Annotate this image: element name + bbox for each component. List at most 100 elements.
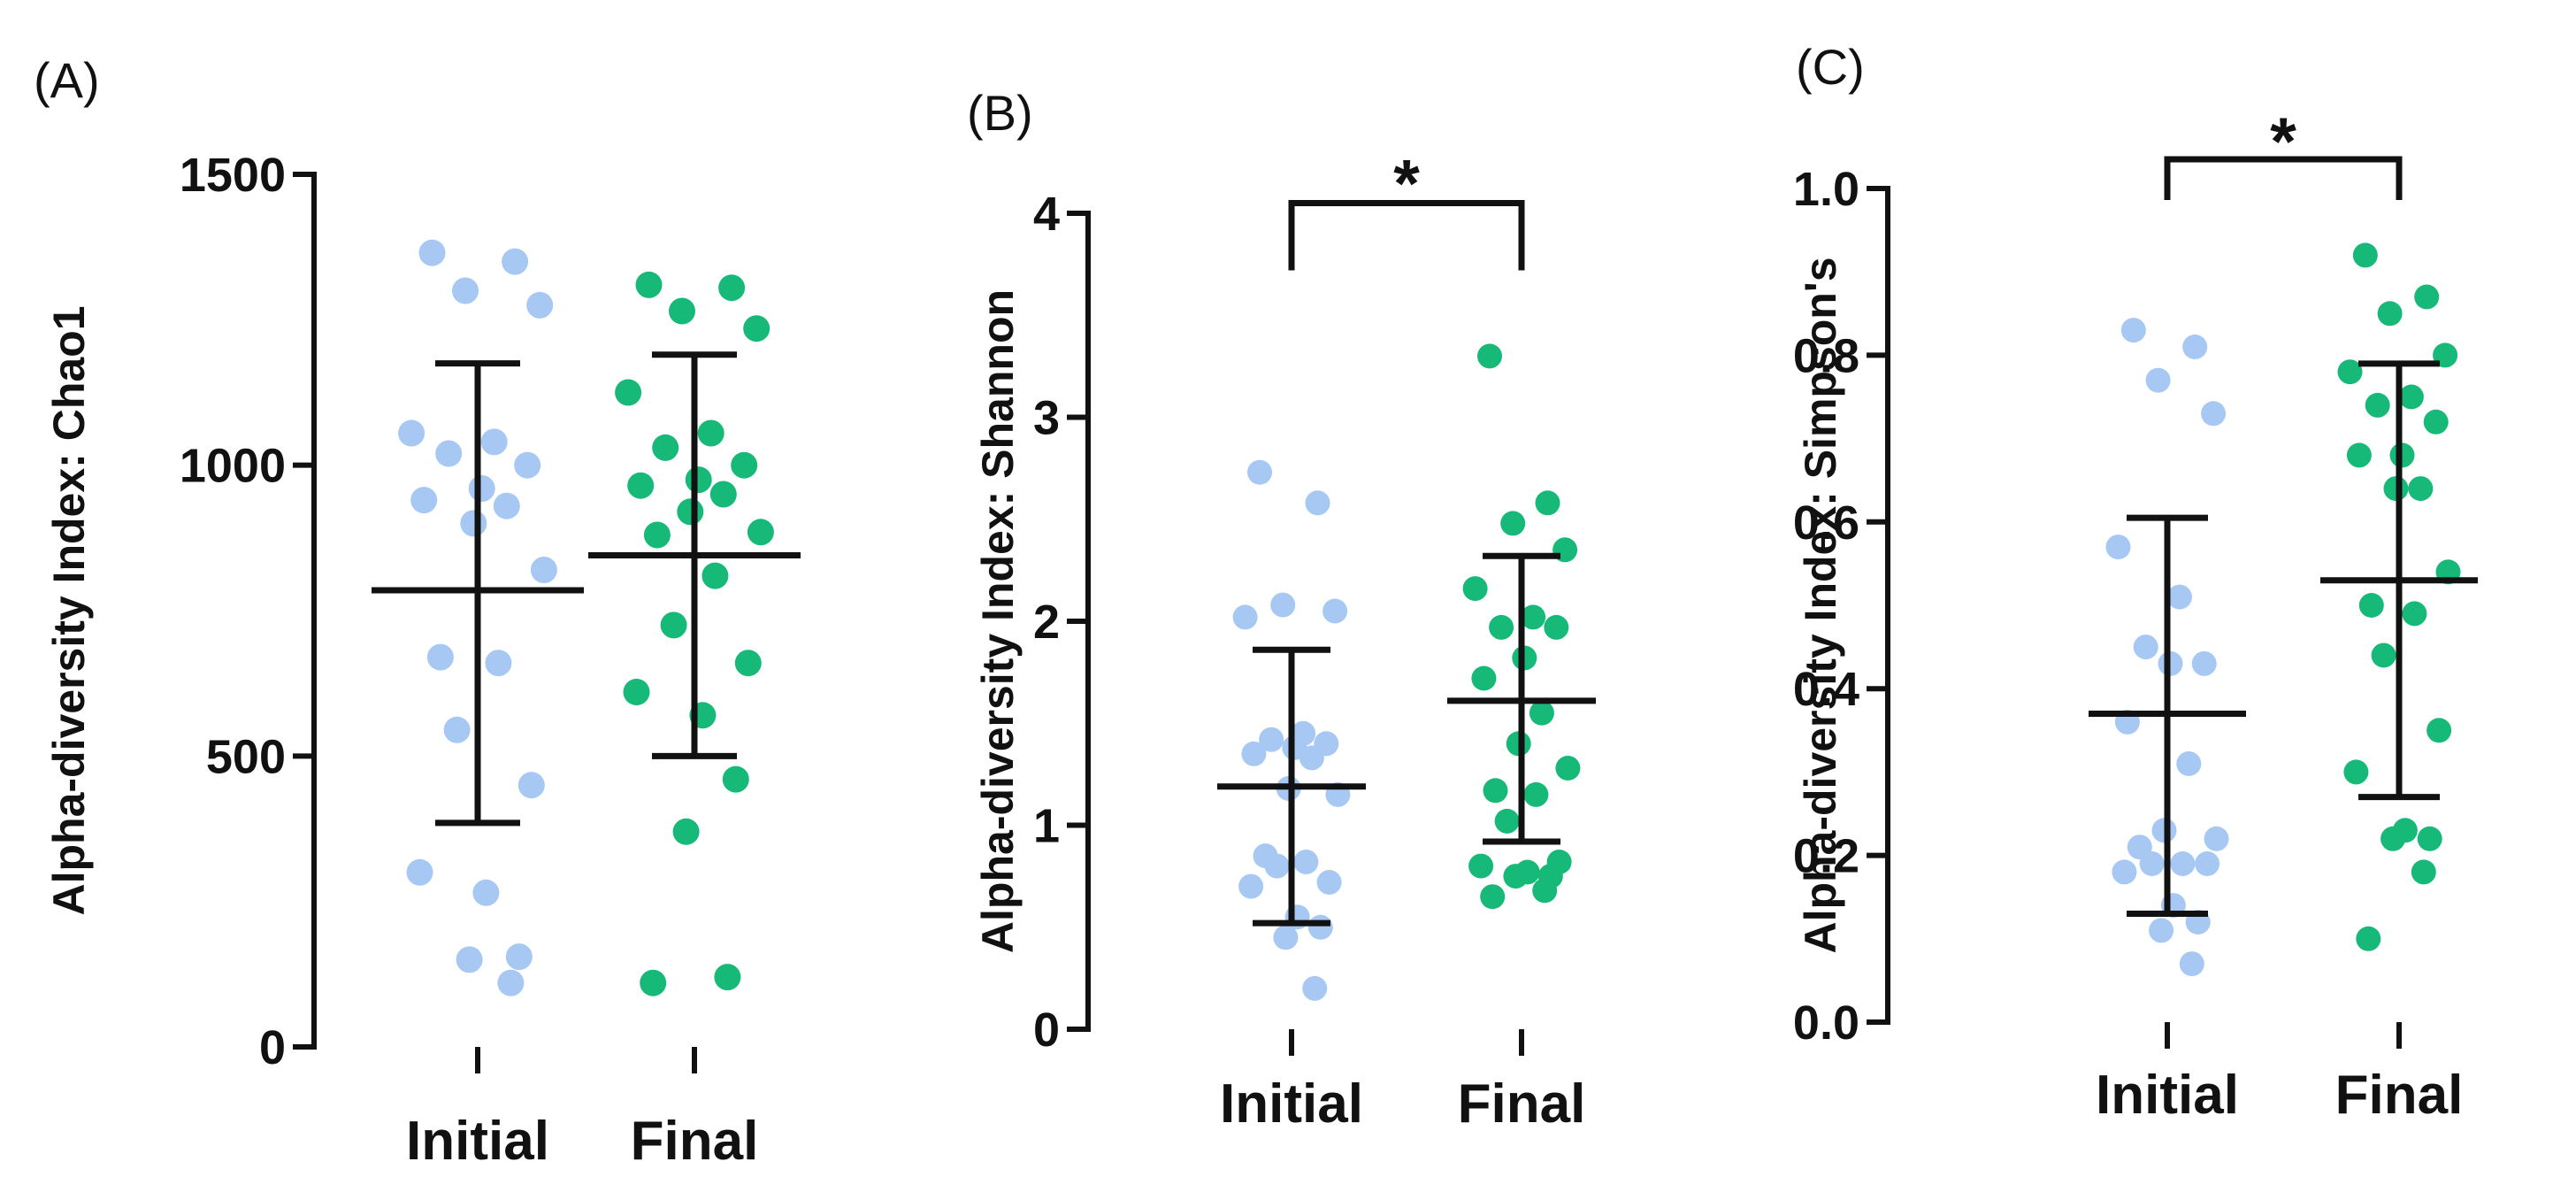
y-tick-label: 4 xyxy=(1033,188,1060,241)
data-point-final xyxy=(2417,826,2442,851)
data-point-final xyxy=(1477,343,1502,369)
data-point-final xyxy=(722,765,749,793)
panel-b: (B) Alpha-diversity Index: Shannon 0 1 2 3 4 In… xyxy=(967,85,1596,1135)
panel-label: (C) xyxy=(1796,39,1865,95)
data-point-initial xyxy=(443,716,471,743)
data-point-final xyxy=(1523,781,1549,807)
data-point-initial xyxy=(2201,401,2227,427)
data-point-initial xyxy=(406,858,433,886)
y-tick-label: 0 xyxy=(1033,1004,1060,1057)
data-point-initial xyxy=(1316,870,1342,895)
data-point-final xyxy=(672,818,700,845)
y-tick-label: 0.2 xyxy=(1793,830,1859,883)
data-point-final xyxy=(1483,778,1508,804)
data-point-initial xyxy=(2204,826,2229,851)
data-point-initial xyxy=(497,969,525,996)
data-point-initial xyxy=(514,451,541,479)
data-point-initial xyxy=(410,487,438,514)
data-point-final xyxy=(669,297,695,325)
data-point-final xyxy=(2352,242,2378,268)
y-axis-label: Alpha-diversity Index: Shannon xyxy=(973,289,1023,953)
data-point-initial xyxy=(480,428,508,456)
data-point-final xyxy=(1529,700,1554,726)
data-point-final xyxy=(1480,884,1506,910)
data-point-initial xyxy=(426,643,454,671)
data-point-final xyxy=(2343,759,2369,785)
data-point-final xyxy=(615,379,642,406)
y-tick-label: 1.0 xyxy=(1793,163,1859,216)
data-point-initial xyxy=(502,248,529,275)
y-tick-label: 1 xyxy=(1033,800,1060,853)
y-tick-label: 0.4 xyxy=(1793,663,1859,716)
data-point-initial xyxy=(1259,727,1284,752)
data-point-final xyxy=(747,519,774,546)
data-point-final xyxy=(2414,284,2440,310)
data-point-final xyxy=(623,679,650,705)
data-point-final xyxy=(2365,392,2390,418)
data-point-initial xyxy=(2133,635,2158,660)
data-point-initial xyxy=(1273,925,1299,950)
x-tick-label: Final xyxy=(1458,1073,1586,1135)
data-point-initial xyxy=(2182,335,2208,359)
data-point-final xyxy=(1494,808,1520,834)
data-point-initial xyxy=(526,291,554,319)
data-point-initial xyxy=(2191,650,2217,676)
significance-marker: * xyxy=(1393,146,1420,221)
data-point-initial xyxy=(1302,975,1328,1001)
data-point-final xyxy=(2358,593,2384,618)
data-point-initial xyxy=(530,557,557,583)
data-point-final xyxy=(2423,409,2449,435)
data-point-final xyxy=(1532,878,1558,904)
data-point-initial xyxy=(1238,873,1264,899)
data-point-final xyxy=(652,434,679,461)
y-axis-label: Alpha-diversity Index: Simpson's xyxy=(1796,257,1845,953)
data-point-final xyxy=(1555,756,1581,781)
y-tick-label: 2 xyxy=(1033,596,1060,649)
data-point-final xyxy=(677,498,704,526)
data-point-initial xyxy=(472,879,500,906)
panel-c: (C) Alpha-diversity Index: Simpson's 0.0 0.… xyxy=(1793,39,2478,1126)
data-point-final xyxy=(1489,614,1514,640)
data-point-initial xyxy=(1270,592,1296,618)
data-point-final xyxy=(702,562,729,589)
data-point-final xyxy=(2346,442,2372,468)
data-point-final xyxy=(697,419,724,447)
data-point-initial xyxy=(1307,914,1333,940)
y-axis-label: Alpha-diversity Index: Chao1 xyxy=(44,305,94,915)
data-point-initial xyxy=(2195,851,2220,876)
data-point-final xyxy=(743,315,770,342)
data-point-initial xyxy=(456,946,483,973)
data-point-initial xyxy=(468,475,495,502)
data-point-final xyxy=(1544,614,1569,640)
data-point-initial xyxy=(1299,745,1324,771)
data-point-initial xyxy=(2166,584,2192,610)
data-point-initial xyxy=(2139,851,2165,876)
data-point-initial xyxy=(2145,367,2171,393)
x-tick-label: Final xyxy=(631,1111,759,1172)
data-point-final xyxy=(640,969,667,996)
y-tick-label: 0.6 xyxy=(1793,496,1859,550)
data-point-initial xyxy=(518,772,545,799)
data-point-final xyxy=(1503,864,1529,889)
data-point-initial xyxy=(2105,535,2131,560)
y-tick-label: 1500 xyxy=(180,149,286,202)
y-tick-label: 0.8 xyxy=(1793,329,1859,382)
data-point-initial xyxy=(1247,459,1272,485)
data-point-initial xyxy=(2179,951,2204,977)
data-point-initial xyxy=(418,239,446,266)
data-point-initial xyxy=(2120,318,2146,343)
significance-bracket xyxy=(1288,199,1525,271)
data-point-initial xyxy=(1232,604,1258,630)
data-point-initial xyxy=(493,492,520,519)
x-tick-label: Final xyxy=(2335,1065,2464,1126)
data-point-final xyxy=(714,964,741,991)
data-point-final xyxy=(2426,718,2452,743)
data-point-initial xyxy=(1305,490,1330,516)
x-tick-label: Initial xyxy=(1220,1073,1363,1135)
data-point-final xyxy=(734,650,762,677)
significance-marker: * xyxy=(2270,104,2296,180)
data-point-final xyxy=(1471,665,1497,691)
panel-a: (A) Alpha-diversity Index: Chao1 0 500 1000 1… xyxy=(34,52,801,1172)
data-point-final xyxy=(627,472,655,499)
